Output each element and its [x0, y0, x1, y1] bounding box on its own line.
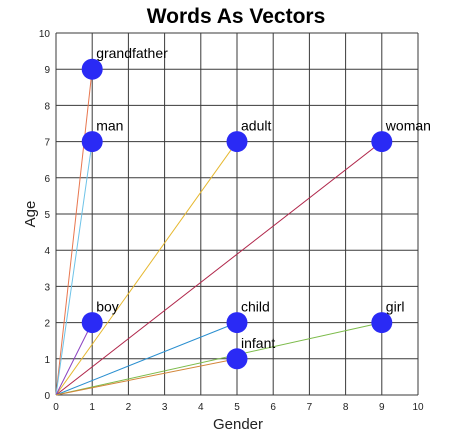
- y-tick-label: 9: [44, 65, 50, 76]
- point-child: [226, 312, 248, 334]
- point-infant: [226, 348, 248, 370]
- vector-arrow-child: [55, 322, 237, 396]
- y-tick-label: 10: [39, 29, 51, 40]
- y-tick-label: 5: [44, 210, 50, 221]
- vector-arrow-grandfather: [55, 69, 92, 396]
- y-tick-label: 6: [44, 174, 50, 185]
- vector-arrow-adult: [55, 142, 237, 396]
- vector-arrow-girl: [55, 323, 382, 396]
- point-label-adult: adult: [241, 118, 271, 134]
- point-grandfather: [81, 58, 103, 80]
- vector-arrow-woman: [55, 142, 382, 396]
- x-tick-label: 9: [379, 402, 385, 413]
- y-axis-label: Age: [22, 201, 39, 228]
- point-man: [81, 131, 103, 153]
- data-points: [81, 58, 393, 370]
- point-label-child: child: [241, 299, 270, 315]
- y-tick-label: 7: [44, 138, 50, 149]
- y-tick-label: 3: [44, 282, 50, 293]
- chart-title: Words As Vectors: [147, 5, 326, 28]
- tick-labels: 0 1 2 3 4 5 6 7 8 9 10 0 1 2 3 4 5 6 7 8 9 10: [39, 29, 424, 413]
- x-tick-label: 5: [234, 402, 240, 413]
- point-boy: [81, 312, 103, 334]
- point-label-woman: woman: [385, 118, 431, 134]
- x-tick-label: 10: [412, 402, 424, 413]
- x-tick-label: 1: [89, 402, 95, 413]
- point-adult: [226, 131, 248, 153]
- vector-arrow-man: [55, 142, 92, 396]
- x-tick-label: 8: [343, 402, 349, 413]
- x-tick-label: 4: [198, 402, 204, 413]
- x-tick-label: 6: [270, 402, 276, 413]
- x-tick-label: 3: [162, 402, 168, 413]
- y-tick-label: 1: [44, 355, 50, 366]
- x-tick-label: 2: [126, 402, 132, 413]
- y-tick-label: 0: [44, 391, 50, 402]
- point-label-girl: girl: [386, 299, 405, 315]
- y-tick-label: 4: [44, 246, 50, 257]
- grid: [55, 32, 419, 396]
- vector-arrows: [55, 69, 382, 396]
- vector-arrow-boy: [55, 323, 92, 396]
- point-girl: [371, 312, 393, 334]
- y-tick-label: 2: [44, 319, 50, 330]
- x-tick-label: 0: [53, 402, 59, 413]
- point-woman: [371, 131, 393, 153]
- x-tick-label: 7: [307, 402, 313, 413]
- point-label-boy: boy: [96, 299, 119, 315]
- x-axis-label: Gender: [213, 416, 263, 433]
- point-labels: grandfather man adult woman boy child girl infa…: [96, 45, 431, 351]
- point-label-man: man: [96, 118, 123, 134]
- point-label-grandfather: grandfather: [96, 45, 168, 61]
- vector-arrow-infant: [55, 359, 237, 396]
- y-tick-label: 8: [44, 101, 50, 112]
- point-label-infant: infant: [241, 335, 275, 351]
